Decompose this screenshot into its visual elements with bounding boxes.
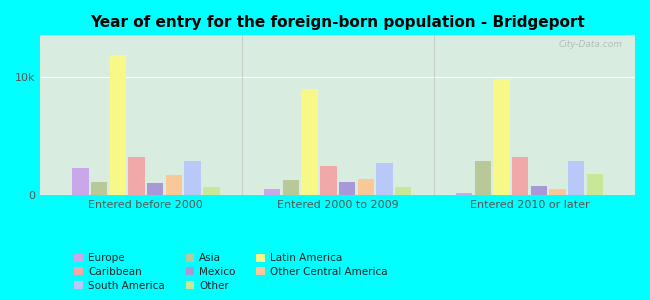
Bar: [91, 182, 107, 195]
Bar: [72, 168, 88, 195]
Bar: [128, 157, 145, 195]
Bar: [568, 161, 584, 195]
Bar: [283, 180, 299, 195]
Bar: [185, 161, 201, 195]
Legend: Europe, Caribbean, South America, Asia, Mexico, Other, Latin America, Other Cent: Europe, Caribbean, South America, Asia, …: [70, 249, 391, 295]
Title: Year of entry for the foreign-born population - Bridgeport: Year of entry for the foreign-born popul…: [90, 15, 585, 30]
Bar: [376, 163, 393, 195]
Bar: [166, 175, 182, 195]
Bar: [395, 187, 411, 195]
Bar: [302, 88, 318, 195]
Bar: [339, 182, 356, 195]
Bar: [358, 178, 374, 195]
Bar: [456, 193, 473, 195]
Bar: [493, 79, 510, 195]
Bar: [474, 161, 491, 195]
Bar: [587, 174, 603, 195]
Bar: [203, 187, 220, 195]
Bar: [110, 56, 126, 195]
Bar: [147, 183, 163, 195]
Bar: [264, 189, 280, 195]
Bar: [530, 186, 547, 195]
Bar: [320, 166, 337, 195]
Bar: [549, 189, 566, 195]
Bar: [512, 157, 528, 195]
Text: City-Data.com: City-Data.com: [559, 40, 623, 49]
